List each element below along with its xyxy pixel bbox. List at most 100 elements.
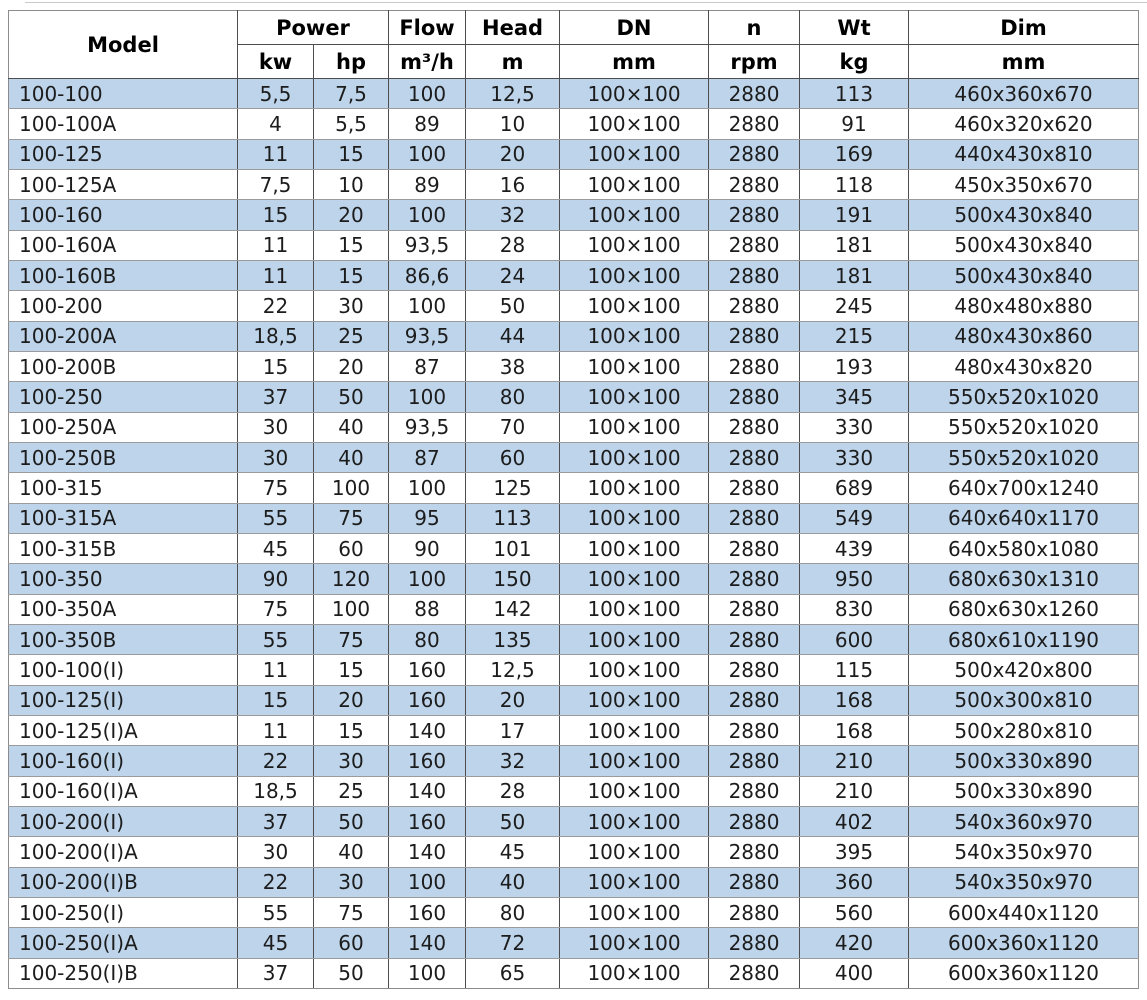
cell-model: 100-200A — [8, 320, 238, 352]
cell-power-hp: 25 — [312, 775, 390, 807]
cell-dim: 450x350x670 — [908, 168, 1140, 201]
cell-wt: 91 — [799, 108, 910, 140]
cell-flow: 80 — [388, 623, 467, 656]
cell-n: 2880 — [708, 229, 801, 261]
cell-wt: 830 — [799, 593, 910, 625]
cell-model: 100-160(I) — [8, 745, 238, 777]
cell-head: 60 — [465, 441, 561, 474]
cell-dn: 100×100 — [559, 502, 710, 534]
cell-n: 2880 — [708, 108, 801, 140]
cell-power-hp: 7,5 — [312, 77, 390, 110]
cell-power-hp: 120 — [312, 563, 390, 595]
cell-n: 2880 — [708, 441, 801, 474]
cell-flow: 93,5 — [388, 320, 467, 352]
cell-dim: 540x350x970 — [908, 836, 1140, 868]
table-row: 100-315A 55 75 95 113 100×100 2880 549 640x640x1… — [8, 502, 1140, 534]
cell-model: 100-125(I) — [8, 684, 238, 716]
table-row: 100-250A 30 40 93,5 70 100×100 2880 330 550x520x… — [8, 411, 1140, 443]
cell-flow: 100 — [388, 472, 467, 504]
cell-flow: 86,6 — [388, 259, 467, 292]
cell-flow: 90 — [388, 532, 467, 565]
cell-dn: 100×100 — [559, 593, 710, 625]
table-row: 100-125A 7,5 10 89 16 100×100 2880 118 450x350x6… — [8, 168, 1140, 201]
cell-wt: 181 — [799, 229, 910, 261]
cell-model: 100-250(I)A — [8, 927, 238, 959]
cell-flow: 140 — [388, 775, 467, 807]
cell-flow: 140 — [388, 927, 467, 959]
table-row: 100-350B 55 75 80 135 100×100 2880 600 680x610x1… — [8, 623, 1140, 656]
cell-model: 100-315A — [8, 502, 238, 534]
cell-wt: 360 — [799, 866, 910, 898]
cell-dn: 100×100 — [559, 472, 710, 504]
cell-flow: 100 — [388, 866, 467, 898]
cell-flow: 160 — [388, 745, 467, 777]
cell-power-kw: 4 — [237, 108, 314, 140]
cell-dim: 550x520x1020 — [908, 411, 1140, 443]
column-header-power: Power — [236, 10, 390, 45]
table-row: 100-250 37 50 100 80 100×100 2880 345 550x520x10… — [8, 381, 1140, 413]
cell-head: 44 — [465, 320, 561, 352]
cell-n: 2880 — [708, 502, 801, 534]
cell-model: 100-200(I)B — [8, 866, 238, 898]
cell-n: 2880 — [708, 775, 801, 807]
cell-power-hp: 15 — [312, 714, 390, 747]
table-row: 100-315B 45 60 90 101 100×100 2880 439 640x580x1… — [8, 532, 1140, 565]
unit-header-dim: mm — [908, 44, 1140, 79]
cell-flow: 100 — [388, 381, 467, 413]
cell-dim: 460x320x620 — [908, 108, 1140, 140]
cell-power-kw: 11 — [237, 138, 314, 170]
cell-power-kw: 11 — [237, 654, 314, 686]
cell-power-kw: 7,5 — [237, 168, 314, 201]
cell-dn: 100×100 — [559, 623, 710, 656]
cell-head: 101 — [465, 532, 561, 565]
cell-n: 2880 — [708, 411, 801, 443]
cell-dn: 100×100 — [559, 138, 710, 170]
table-row: 100-200(I)A 30 40 140 45 100×100 2880 395 540x35… — [8, 836, 1140, 868]
cell-dim: 680x630x1260 — [908, 593, 1140, 625]
cell-n: 2880 — [708, 290, 801, 322]
cell-dn: 100×100 — [559, 745, 710, 777]
table-row: 100-100(I) 11 15 160 12,5 100×100 2880 115 500x4… — [8, 654, 1140, 686]
cell-dim: 550x520x1020 — [908, 381, 1140, 413]
cell-model: 100-250A — [8, 411, 238, 443]
table-row: 100-100 5,5 7,5 100 12,5 100×100 2880 113 460x36… — [8, 77, 1140, 110]
cell-dim: 680x610x1190 — [908, 623, 1140, 656]
cell-power-kw: 11 — [237, 259, 314, 292]
table-row: 100-250(I) 55 75 160 80 100×100 2880 560 600x440… — [8, 896, 1140, 929]
cell-wt: 400 — [799, 957, 910, 989]
cell-n: 2880 — [708, 836, 801, 868]
cell-flow: 95 — [388, 502, 467, 534]
cell-power-hp: 100 — [312, 472, 390, 504]
table-row: 100-200B 15 20 87 38 100×100 2880 193 480x430x82… — [8, 350, 1140, 383]
cell-dn: 100×100 — [559, 927, 710, 959]
cell-dim: 500x430x840 — [908, 259, 1140, 292]
unit-header-kw: kw — [237, 44, 314, 79]
cell-model: 100-315 — [8, 472, 238, 504]
cell-flow: 89 — [388, 108, 467, 140]
cell-head: 150 — [465, 563, 561, 595]
cell-wt: 210 — [799, 745, 910, 777]
cell-model: 100-350B — [8, 623, 238, 656]
cell-power-kw: 75 — [237, 593, 314, 625]
cell-dn: 100×100 — [559, 381, 710, 413]
cell-dim: 540x350x970 — [908, 866, 1140, 898]
cell-n: 2880 — [708, 320, 801, 352]
cell-dn: 100×100 — [559, 320, 710, 352]
cell-n: 2880 — [708, 927, 801, 959]
cell-dn: 100×100 — [559, 532, 710, 565]
table-row: 100-250(I)A 45 60 140 72 100×100 2880 420 600x36… — [8, 927, 1140, 959]
cell-flow: 100 — [388, 199, 467, 231]
cell-head: 40 — [465, 866, 561, 898]
table-row: 100-200A 18,5 25 93,5 44 100×100 2880 215 480x43… — [8, 320, 1140, 352]
column-header-model: Model — [8, 10, 238, 79]
cell-head: 72 — [465, 927, 561, 959]
table-row: 100-125 11 15 100 20 100×100 2880 169 440x430x81… — [8, 138, 1140, 170]
cell-dn: 100×100 — [559, 350, 710, 383]
cell-dn: 100×100 — [559, 290, 710, 322]
cell-power-kw: 45 — [237, 532, 314, 565]
cell-wt: 245 — [799, 290, 910, 322]
pump-spec-table: Model Power Flow Head DN n Wt Dim kw hp … — [8, 10, 1140, 989]
cell-wt: 193 — [799, 350, 910, 383]
cell-flow: 140 — [388, 714, 467, 747]
cell-power-kw: 55 — [237, 623, 314, 656]
